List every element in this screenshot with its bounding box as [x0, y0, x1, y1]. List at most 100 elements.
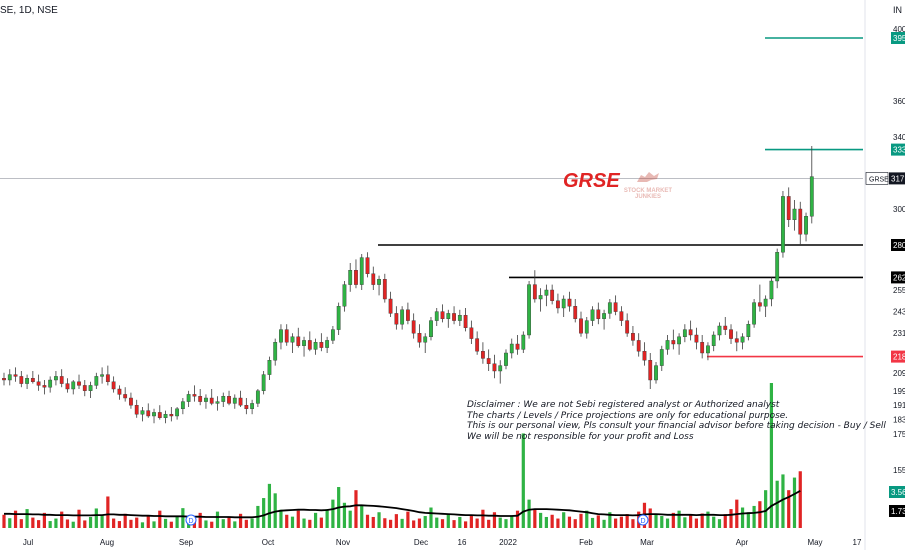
volume-bar — [106, 496, 110, 528]
volume-bar — [13, 510, 18, 528]
volume-bar — [435, 517, 439, 528]
candle-body — [198, 396, 203, 402]
candle-body — [157, 412, 162, 418]
volume-bar — [475, 518, 479, 528]
volume-bar — [625, 514, 629, 528]
candle-body — [706, 345, 710, 354]
volume-bar — [42, 512, 46, 528]
candle-body — [769, 280, 774, 300]
candle-body — [232, 397, 237, 404]
volume-bar — [354, 490, 358, 528]
candle-body — [279, 329, 283, 343]
level-price-tag — [891, 32, 905, 44]
candle-body — [371, 273, 376, 285]
candle-body — [146, 410, 151, 417]
candle-body — [775, 251, 780, 282]
volume-bar — [440, 519, 445, 528]
y-tick-label: 183. — [893, 416, 905, 425]
y-tick-label: 400. — [893, 25, 905, 34]
volume-bar — [233, 521, 237, 528]
level-price-label: 280. — [893, 241, 905, 250]
candle-body — [267, 360, 272, 375]
chart-watermark-title: GRSE — [563, 170, 620, 192]
volume-bar — [273, 493, 277, 528]
candle-body — [59, 376, 64, 384]
volume-bar — [83, 520, 87, 528]
volume-bar — [221, 519, 225, 528]
candle-body — [365, 257, 370, 275]
candle-body — [515, 343, 520, 350]
candle-body — [452, 313, 456, 321]
candle-body — [804, 215, 808, 235]
level-price-label: 395. — [893, 34, 905, 43]
candle-body — [244, 405, 249, 410]
candle-body — [284, 329, 289, 343]
volume-bar — [400, 518, 404, 528]
volume-bar — [492, 512, 497, 528]
candle-body — [561, 298, 566, 309]
volume-bar — [244, 519, 248, 528]
candle-body — [342, 284, 347, 307]
volume-bar — [262, 498, 266, 528]
candle-body — [2, 378, 6, 381]
candle-body — [475, 338, 480, 352]
volume-bar — [135, 517, 139, 528]
candle-body — [325, 340, 330, 348]
candle-body — [77, 381, 81, 386]
volume-bar — [169, 521, 173, 528]
candle-body — [798, 208, 803, 235]
x-tick-label: Feb — [579, 538, 593, 547]
candle-body — [129, 397, 133, 406]
volume-value-tag — [889, 505, 905, 517]
volume-bar — [515, 510, 520, 528]
y-tick-label: 231. — [893, 329, 905, 338]
x-tick-label: 16 — [458, 538, 467, 547]
candle-body — [746, 324, 751, 338]
volume-bar — [596, 515, 600, 528]
candle-body — [532, 284, 537, 300]
candle-body — [215, 401, 220, 404]
candle-body — [584, 320, 589, 334]
candle-body — [602, 313, 606, 319]
candle-body — [486, 358, 491, 364]
candle-body — [348, 270, 353, 285]
candle-body — [717, 325, 722, 336]
candle-body — [711, 334, 716, 347]
candle-body — [654, 365, 658, 381]
y-tick-label: 255. — [893, 286, 905, 295]
candle-body — [573, 306, 578, 320]
candle-body — [319, 342, 324, 348]
candle-body — [382, 279, 387, 300]
candle-body — [527, 284, 531, 336]
candle-body — [192, 394, 197, 397]
candle-body — [723, 325, 728, 330]
volume-bar — [54, 518, 58, 528]
volume-bar — [19, 519, 23, 528]
volume-bar — [406, 511, 410, 528]
volume-bar — [452, 520, 456, 528]
x-tick-label: Aug — [100, 538, 114, 547]
candle-body — [117, 388, 122, 395]
candle-body — [227, 396, 231, 404]
volume-bar — [377, 512, 381, 528]
volume-bar — [677, 510, 681, 528]
x-tick-label: 17 — [853, 538, 862, 547]
candle-body — [423, 336, 428, 343]
volume-bar — [250, 518, 254, 528]
volume-bar — [71, 521, 75, 528]
volume-bar — [533, 509, 537, 528]
level-price-label: 333. — [893, 146, 905, 155]
volume-bar — [792, 477, 797, 528]
disclaimer-line: We will be not responsible for your prof… — [467, 431, 694, 442]
symbol-tag-label: GRSE — [869, 176, 889, 183]
volume-bar — [458, 516, 462, 528]
candle-body — [255, 390, 260, 404]
volume-bar — [694, 518, 698, 528]
volume-bar — [567, 516, 572, 528]
y-tick-label: 191. — [893, 401, 905, 410]
candle-body — [556, 300, 560, 309]
volume-bar — [140, 522, 145, 528]
candle-body — [296, 336, 301, 346]
